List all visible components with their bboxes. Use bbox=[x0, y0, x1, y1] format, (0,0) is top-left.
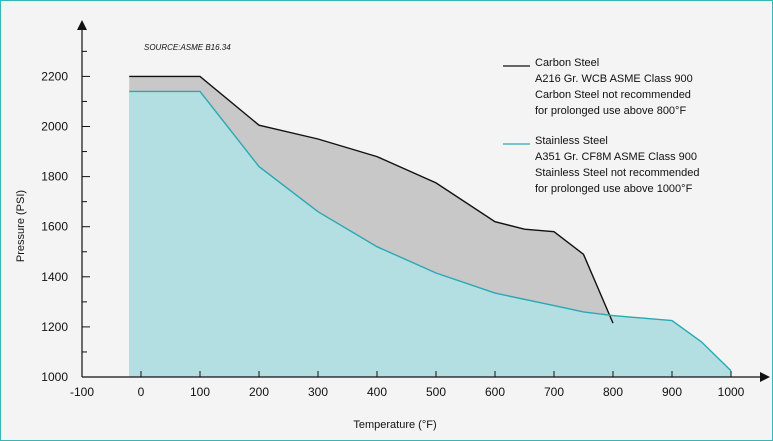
y-tick-label: 1000 bbox=[41, 370, 68, 384]
x-tick-label: 300 bbox=[308, 385, 328, 399]
x-axis-arrow-icon bbox=[760, 372, 770, 382]
x-tick-label: 400 bbox=[367, 385, 387, 399]
legend-carbon-line-2: A216 Gr. WCB ASME Class 900 bbox=[535, 73, 693, 85]
tick-labels: -100 0 100 200 300 400 500 600 700 800 900 1000 1000… bbox=[41, 69, 744, 399]
y-tick-label: 1600 bbox=[41, 220, 68, 234]
x-tick-label: 700 bbox=[544, 385, 564, 399]
legend-carbon-line-3: Carbon Steel not recommended bbox=[535, 89, 691, 101]
x-tick-label: 200 bbox=[249, 385, 269, 399]
legend-stainless-line-1: Stainless Steel bbox=[535, 135, 608, 147]
x-tick-label: 1000 bbox=[718, 385, 745, 399]
y-tick-label: 1400 bbox=[41, 270, 68, 284]
y-tick-label: 2000 bbox=[41, 120, 68, 134]
legend-stainless-line-4: for prolonged use above 1000°F bbox=[535, 183, 693, 195]
x-tick-label: 900 bbox=[662, 385, 682, 399]
x-axis-title: Temperature (°F) bbox=[353, 419, 436, 431]
legend-carbon-line-4: for prolonged use above 800°F bbox=[535, 105, 686, 117]
legend-carbon-line-1: Carbon Steel bbox=[535, 57, 599, 69]
series-line-stainless-steel bbox=[129, 90, 732, 372]
y-tick-label: 1800 bbox=[41, 170, 68, 184]
series-lines bbox=[129, 75, 732, 372]
x-tick-label: 800 bbox=[603, 385, 623, 399]
x-tick-label: -100 bbox=[70, 385, 94, 399]
y-axis-arrow-icon bbox=[77, 20, 87, 30]
legend-stainless-line-2: A351 Gr. CF8M ASME Class 900 bbox=[535, 151, 697, 163]
y-axis-title: Pressure (PSI) bbox=[15, 190, 27, 262]
area-fill-stainless-steel bbox=[129, 91, 731, 378]
legend: Carbon Steel A216 Gr. WCB ASME Class 900… bbox=[503, 57, 699, 195]
tick-marks bbox=[81, 50, 732, 378]
x-tick-label: 600 bbox=[485, 385, 505, 399]
legend-stainless-line-3: Stainless Steel not recommended bbox=[535, 167, 699, 179]
source-note: SOURCE:ASME B16.34 bbox=[144, 43, 231, 52]
x-tick-label: 100 bbox=[190, 385, 210, 399]
area-fills bbox=[129, 76, 731, 378]
x-tick-label: 0 bbox=[138, 385, 145, 399]
series-line-carbon-steel bbox=[129, 75, 614, 324]
x-tick-label: 500 bbox=[426, 385, 446, 399]
y-tick-label: 1200 bbox=[41, 320, 68, 334]
y-tick-label: 2200 bbox=[41, 69, 68, 83]
axes bbox=[77, 20, 770, 382]
